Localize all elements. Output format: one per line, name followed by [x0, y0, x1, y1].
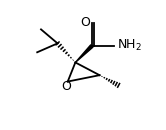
Polygon shape	[75, 45, 93, 62]
Text: O: O	[61, 80, 71, 93]
Text: O: O	[80, 16, 90, 29]
Text: NH$_2$: NH$_2$	[117, 38, 142, 53]
